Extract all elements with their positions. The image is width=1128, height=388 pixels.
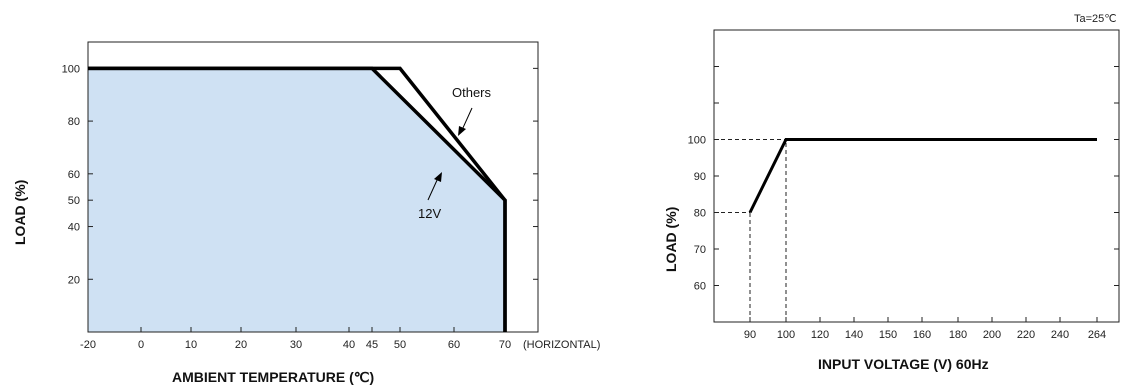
right-x-axis-title: INPUT VOLTAGE (V) 60Hz xyxy=(818,356,989,372)
right-chart: Ta=25℃ 60 70 80 90 100 90 100 120 140 150 160 180 2… xyxy=(663,13,1120,372)
right-y-tick-label: 80 xyxy=(694,208,706,220)
left-x-tick-label: -20 xyxy=(80,339,96,351)
left-x-tick-label: 45 xyxy=(366,339,378,351)
right-y-tick-label: 70 xyxy=(694,244,706,256)
left-y-tick-label: 80 xyxy=(68,116,80,128)
others-label: Others xyxy=(452,85,492,100)
right-y-ticks: 60 70 80 90 100 xyxy=(688,66,1119,293)
right-plot-frame xyxy=(713,29,1120,323)
right-x-tick-label: 100 xyxy=(777,329,795,341)
left-y-tick-label: 100 xyxy=(62,63,80,75)
12v-arrow-line xyxy=(427,177,439,201)
left-y-tick-label: 40 xyxy=(68,222,80,234)
left-x-ticks: -20 0 10 20 30 40 45 50 60 70 xyxy=(80,327,511,351)
left-x-tick-label: 40 xyxy=(343,339,355,351)
12v-label: 12V xyxy=(418,206,441,221)
left-x-axis-title: AMBIENT TEMPERATURE (℃) xyxy=(172,369,374,385)
left-y-tick-label: 60 xyxy=(68,169,80,181)
left-y-axis-title: LOAD (%) xyxy=(12,180,28,245)
left-chart: 20 40 50 60 80 100 -20 0 10 20 30 40 45 50 60 70 (HORI… xyxy=(12,41,600,385)
right-y-axis-title: LOAD (%) xyxy=(663,207,679,272)
left-x-tick-label: 0 xyxy=(138,339,144,351)
right-y-tick-label: 100 xyxy=(688,135,706,147)
others-arrow-line xyxy=(461,107,473,131)
left-y-tick-label: 50 xyxy=(68,195,80,207)
ambient-temp-note: Ta=25℃ xyxy=(1074,13,1117,25)
right-x-tick-label: 240 xyxy=(1051,329,1069,341)
right-x-tick-label: 140 xyxy=(845,329,863,341)
left-x-tick-label: 60 xyxy=(448,339,460,351)
left-plot-frame xyxy=(87,41,539,333)
left-x-tick-label: 30 xyxy=(290,339,302,351)
right-x-tick-label: 150 xyxy=(879,329,897,341)
left-x-suffix-label: (HORIZONTAL) xyxy=(523,339,600,351)
right-y-tick-label: 90 xyxy=(694,171,706,183)
12v-arrow-head xyxy=(434,172,442,182)
right-y-tick-label: 60 xyxy=(694,281,706,293)
left-y-ticks: 20 40 50 60 80 100 xyxy=(62,63,538,286)
right-x-ticks: 90 100 120 140 150 160 180 200 220 240 264 xyxy=(744,317,1106,341)
left-y-tick-label: 20 xyxy=(68,274,80,286)
left-x-tick-label: 20 xyxy=(235,339,247,351)
left-x-tick-label: 70 xyxy=(499,339,511,351)
left-x-tick-label: 10 xyxy=(185,339,197,351)
right-x-tick-label: 180 xyxy=(949,329,967,341)
right-x-tick-label: 160 xyxy=(913,329,931,341)
right-x-tick-label: 90 xyxy=(744,329,756,341)
safe-operating-area xyxy=(88,68,505,332)
right-x-tick-label: 264 xyxy=(1088,329,1106,341)
input-voltage-derating-line xyxy=(748,138,1097,214)
right-x-tick-label: 120 xyxy=(811,329,829,341)
right-x-tick-label: 200 xyxy=(983,329,1001,341)
right-reference-lines xyxy=(714,139,787,322)
12v-derating-line xyxy=(88,66,507,332)
right-x-tick-label: 220 xyxy=(1017,329,1035,341)
left-x-tick-label: 50 xyxy=(394,339,406,351)
others-arrow-head xyxy=(458,126,466,136)
